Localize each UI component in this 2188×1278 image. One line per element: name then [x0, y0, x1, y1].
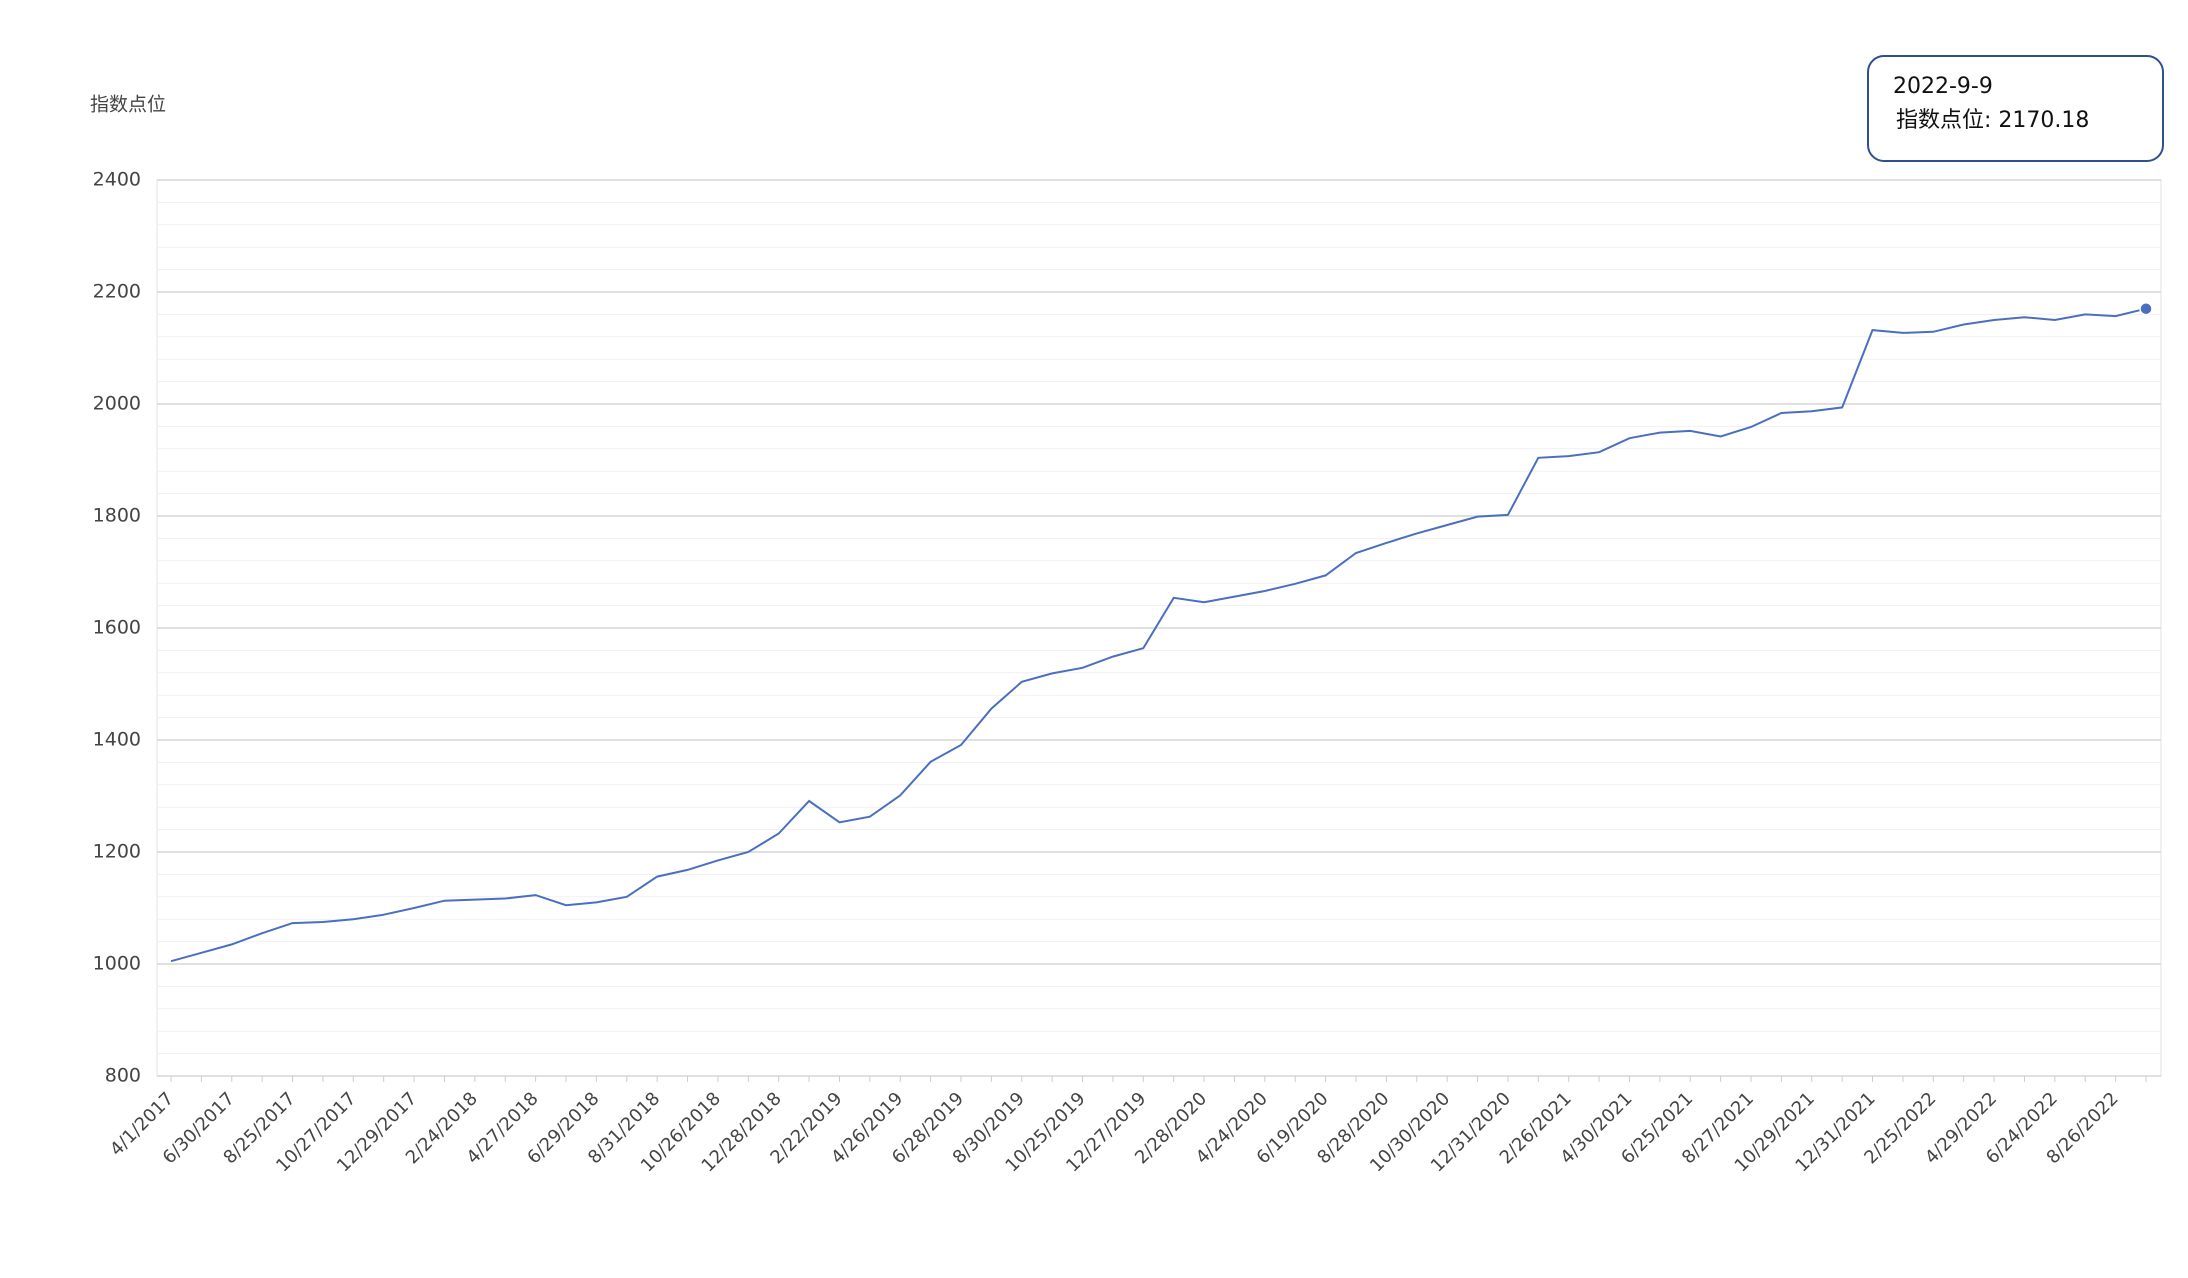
- y-tick-label: 2200: [93, 281, 141, 303]
- tooltip: 2022-9-9 指数点位: 2170.18: [1867, 55, 2164, 162]
- y-tick-label: 2000: [93, 393, 141, 415]
- y-tick-label: 800: [105, 1065, 141, 1087]
- y-tick-label: 1800: [93, 505, 141, 527]
- hover-point: [2139, 301, 2153, 316]
- line-series: [170, 307, 2147, 963]
- y-tick-label: 1600: [93, 617, 141, 639]
- y-tick-label: 2400: [93, 169, 141, 191]
- y-tick-label: 1000: [93, 953, 141, 975]
- y-axis-title: 指数点位: [90, 94, 166, 116]
- tooltip-number: 2170.18: [1998, 108, 2089, 133]
- y-tick-label: 1200: [93, 841, 141, 863]
- tooltip-label: 指数点位:: [1896, 108, 1991, 133]
- tooltip-title: 2022-9-9: [1893, 74, 1993, 99]
- y-tick-label: 1400: [93, 729, 141, 751]
- tooltip-value: 指数点位: 2170.18: [1896, 108, 2089, 133]
- tooltip-box: [1867, 55, 2164, 162]
